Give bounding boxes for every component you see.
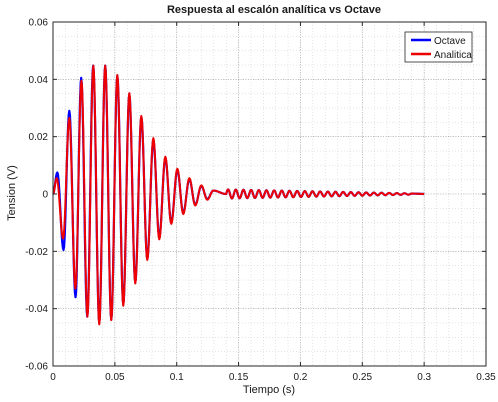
x-axis-ticks: 0 0.05 0.1 0.15 0.2 0.25 0.3 0.35 bbox=[50, 22, 496, 383]
x-tick-label: 0.2 bbox=[293, 372, 307, 383]
y-axis-label: Tension (V) bbox=[6, 165, 18, 221]
x-tick-label: 0.25 bbox=[353, 372, 373, 383]
legend-label-octave: Octave bbox=[434, 36, 466, 47]
x-tick-label: 0.05 bbox=[105, 372, 125, 383]
y-tick-label: 0.02 bbox=[29, 132, 49, 143]
series-layer bbox=[52, 64, 425, 326]
x-tick-label: 0.3 bbox=[417, 372, 431, 383]
y-tick-label: -0.04 bbox=[25, 304, 48, 315]
y-tick-label: -0.02 bbox=[25, 247, 48, 258]
y-tick-label: 0.06 bbox=[29, 18, 49, 29]
x-tick-label: 0.35 bbox=[476, 372, 496, 383]
x-tick-label: 0 bbox=[50, 372, 56, 383]
legend-box bbox=[404, 31, 473, 63]
legend: Octave Analitica bbox=[404, 31, 473, 63]
y-tick-label: 0.04 bbox=[29, 75, 49, 86]
x-tick-label: 0.1 bbox=[170, 372, 184, 383]
y-tick-label: 0 bbox=[42, 190, 48, 201]
legend-label-analitica: Analitica bbox=[434, 50, 472, 61]
x-tick-label: 0.15 bbox=[229, 372, 249, 383]
series-line-analitica bbox=[52, 64, 425, 326]
y-tick-label: -0.06 bbox=[25, 362, 48, 373]
y-axis-ticks: -0.06 -0.04 -0.02 0 0.02 0.04 0.06 bbox=[25, 18, 486, 373]
plot-area: 0 0.05 0.1 0.15 0.2 0.25 0.3 0.35 -0.06-0.04-0.… bbox=[25, 18, 496, 384]
x-axis-label: Tiempo (s) bbox=[243, 384, 295, 396]
chart-title: Respuesta al escalón analítica vs Octave bbox=[167, 4, 381, 16]
